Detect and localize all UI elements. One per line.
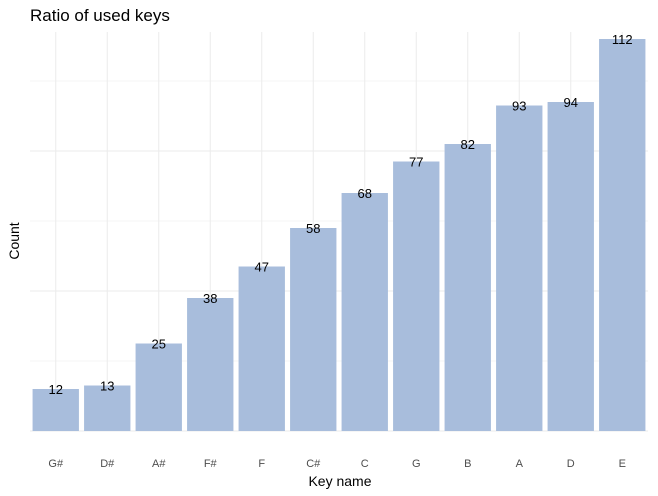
x-axis-title: Key name [308, 473, 371, 489]
data-label: 94 [564, 95, 578, 110]
bar-A# [135, 343, 182, 431]
data-label: 82 [461, 137, 475, 152]
x-tick-label: G [412, 458, 421, 470]
data-label: 12 [49, 382, 63, 397]
bar-G [393, 161, 440, 431]
x-tick-label: F# [204, 458, 218, 470]
x-tick-labels: G# D# A# F# F C# C G B A D E [48, 458, 626, 470]
bar-F# [187, 298, 234, 431]
data-label: 93 [512, 99, 526, 114]
data-label: 68 [358, 186, 372, 201]
x-tick-label: F [258, 458, 265, 470]
bar-F [238, 266, 285, 431]
x-tick-label: A [516, 458, 524, 470]
data-label: 47 [255, 260, 269, 275]
x-tick-label: G# [48, 458, 64, 470]
x-tick-label: D# [100, 458, 115, 470]
bar-B [444, 144, 491, 431]
bar-A [496, 105, 543, 431]
y-axis-title: Count [6, 222, 22, 259]
x-tick-label: C [361, 458, 369, 470]
x-tick-label: B [464, 458, 471, 470]
bar-E [599, 39, 646, 431]
bar-C# [290, 228, 337, 431]
data-label: 77 [409, 155, 423, 170]
data-labels: 12 13 25 38 47 58 68 77 82 93 94 112 [49, 32, 633, 397]
data-label: 112 [612, 32, 633, 47]
data-label: 25 [152, 337, 166, 352]
x-tick-label: E [619, 458, 626, 470]
data-label: 58 [306, 221, 320, 236]
bar-D [547, 102, 594, 431]
bars [32, 39, 646, 431]
bar-G# [32, 389, 79, 431]
x-tick-label: A# [152, 458, 166, 470]
data-label: 38 [203, 291, 217, 306]
chart-title: Ratio of used keys [30, 6, 170, 25]
data-label: 13 [100, 379, 114, 394]
bar-D# [84, 385, 131, 431]
x-tick-label: C# [306, 458, 321, 470]
bar-C [341, 193, 388, 431]
x-tick-label: D [567, 458, 575, 470]
